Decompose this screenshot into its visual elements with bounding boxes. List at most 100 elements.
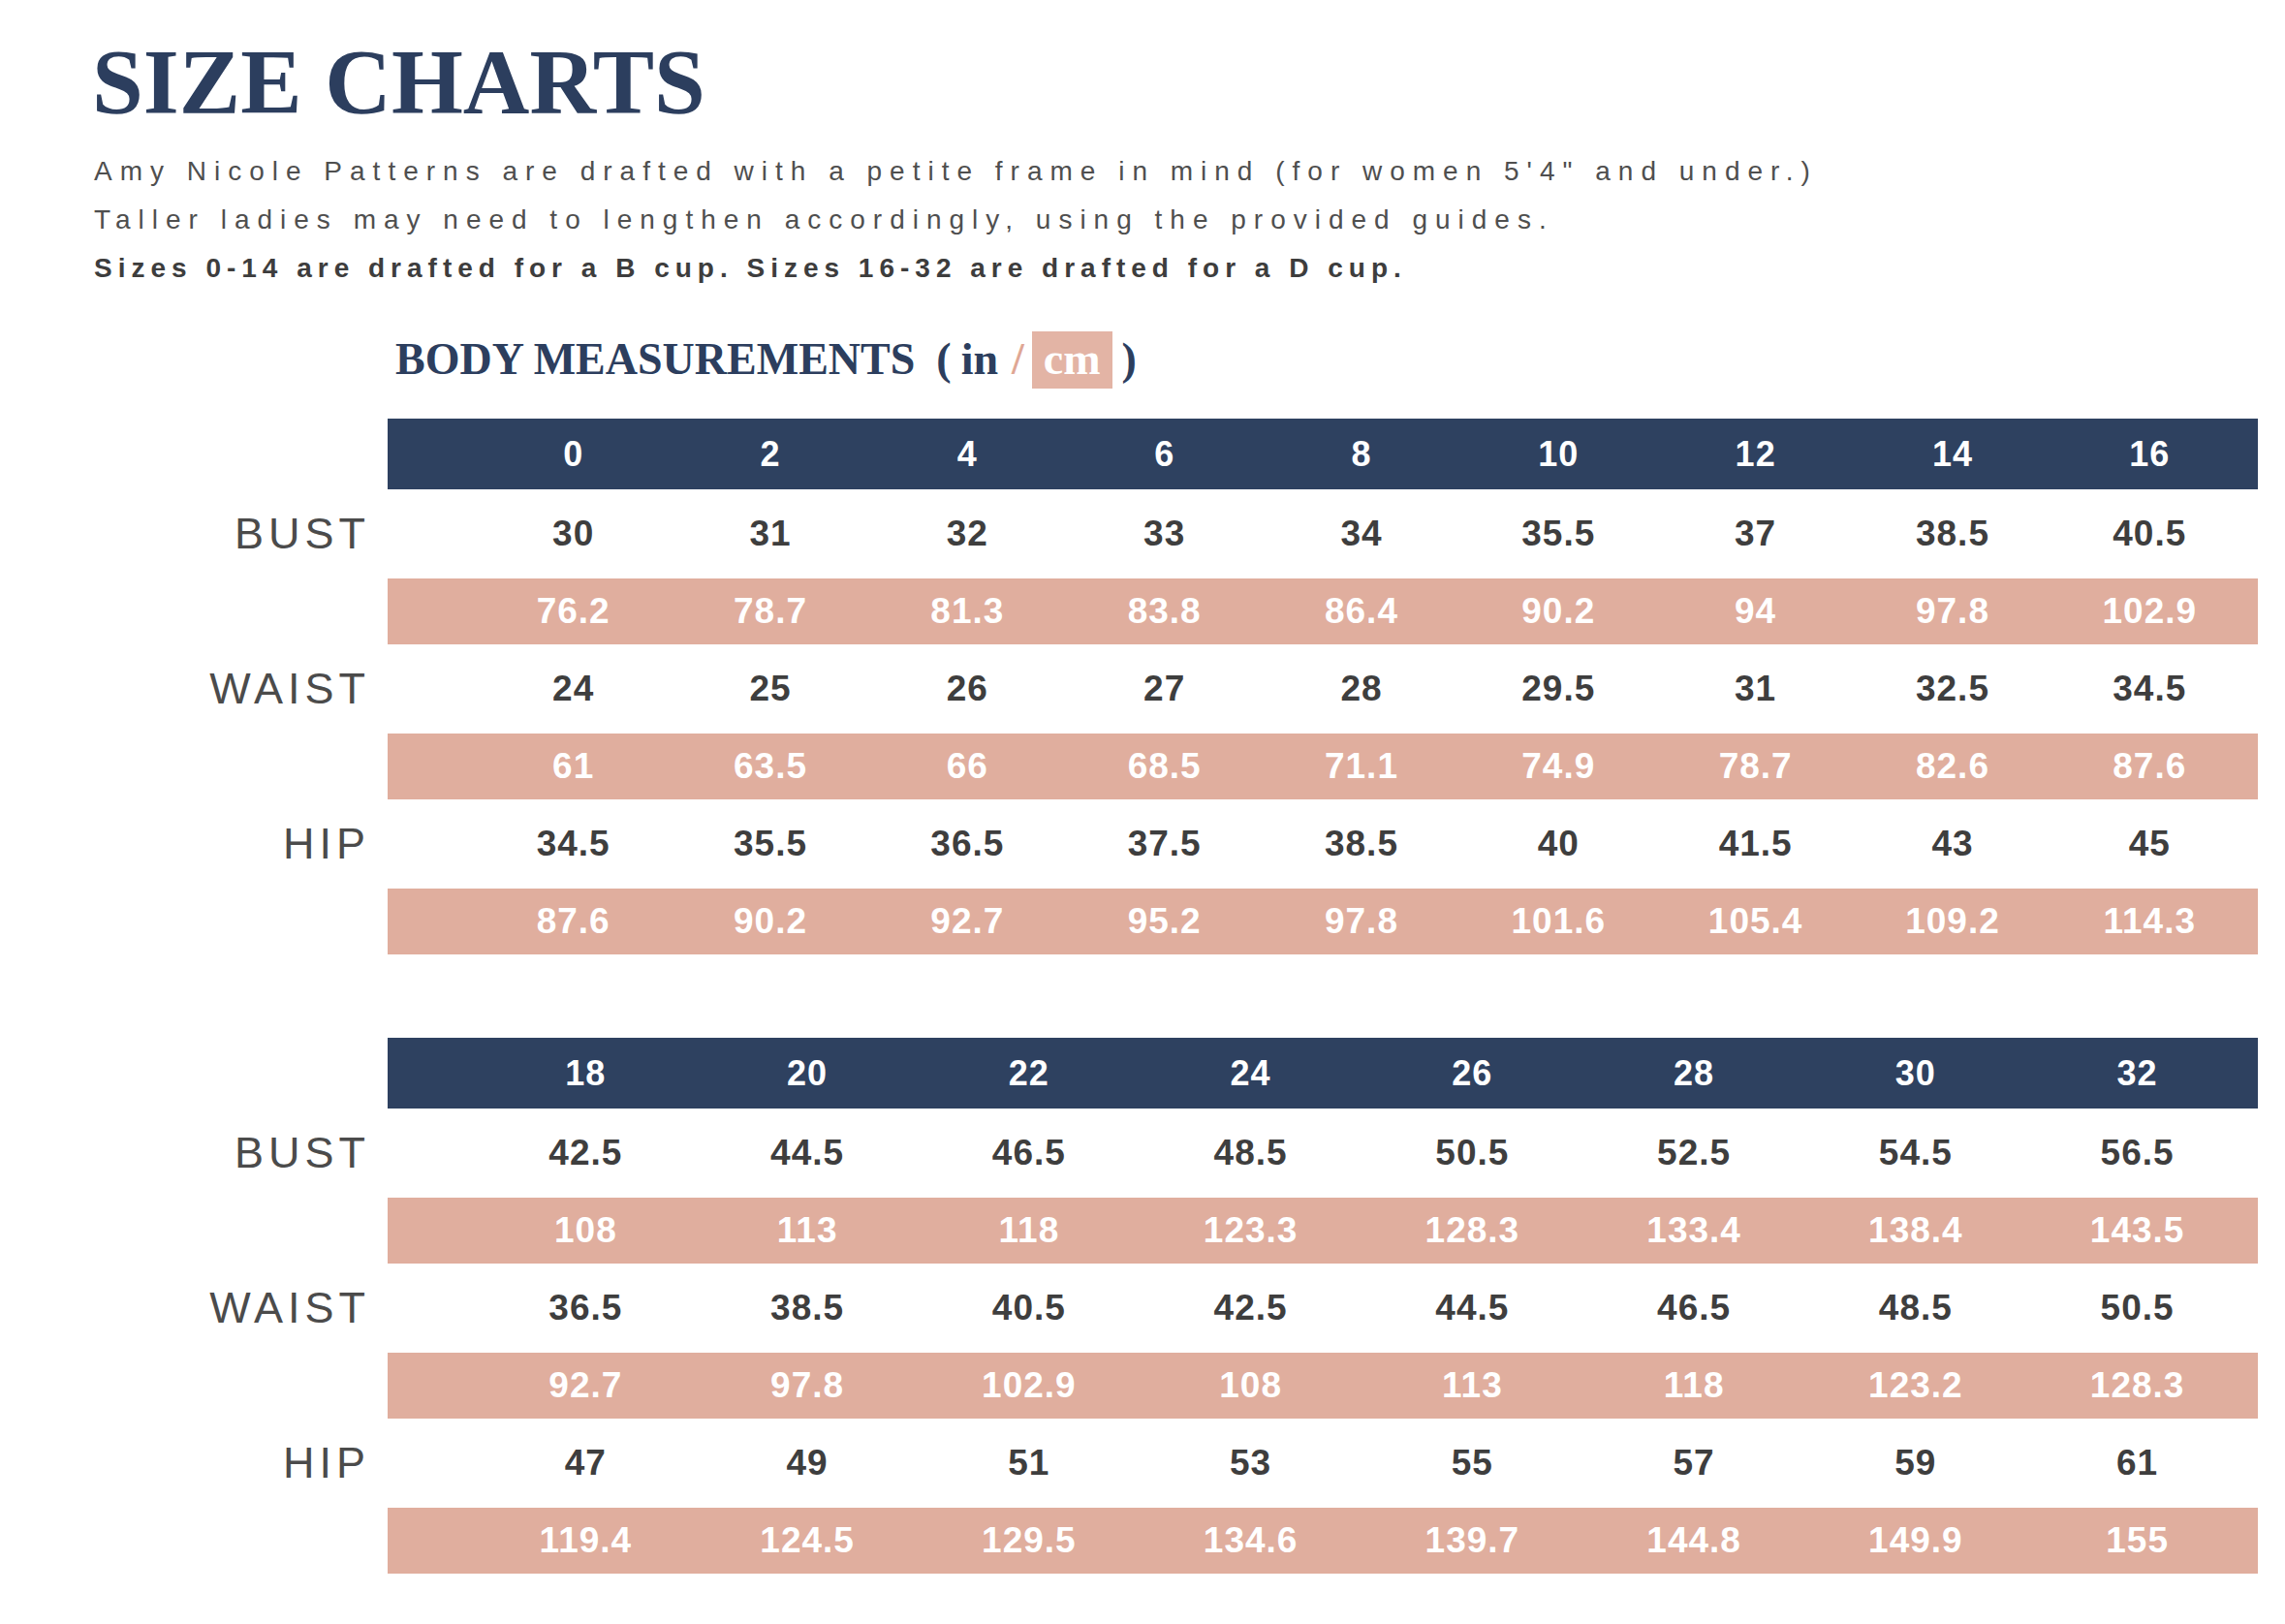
unit-separator-slash: / (1012, 334, 1024, 384)
cm-value-cell: 124.5 (697, 1508, 919, 1574)
measurement-inches-row: WAIST242526272829.53132.534.5 (0, 644, 2258, 734)
unit-cm-toggle[interactable]: cm (1032, 331, 1112, 389)
inches-values-band: 242526272829.53132.534.5 (388, 644, 2258, 734)
inches-value-cell: 25 (672, 644, 868, 734)
inches-value-cell: 40.5 (2051, 489, 2248, 578)
inches-value-cell: 34.5 (2051, 644, 2248, 734)
cm-value-cell: 102.9 (2051, 578, 2248, 644)
inches-value-cell: 30 (475, 489, 672, 578)
cm-value-cell: 66 (869, 734, 1066, 799)
inches-value-cell: 51 (919, 1419, 1141, 1508)
cm-value-cell: 97.8 (1854, 578, 2050, 644)
cm-value-cell: 123.2 (1805, 1353, 2027, 1419)
cm-value-cell: 118 (919, 1198, 1141, 1264)
inches-value-cell: 36.5 (475, 1264, 697, 1353)
inches-value-cell: 24 (475, 644, 672, 734)
cm-values-band: 119.4124.5129.5134.6139.7144.8149.9155 (388, 1508, 2258, 1574)
row-label-spacer (0, 1353, 388, 1419)
size-tables-container: 0246810121416BUST303132333435.53738.540.… (0, 419, 2258, 1624)
cm-value-cell: 138.4 (1805, 1198, 2027, 1264)
cm-value-cell: 113 (697, 1198, 919, 1264)
cm-value-cell: 102.9 (919, 1353, 1141, 1419)
cm-value-cell: 63.5 (672, 734, 868, 799)
inches-value-cell: 35.5 (1460, 489, 1657, 578)
size-header-cell: 14 (1854, 419, 2050, 489)
inches-value-cell: 34.5 (475, 799, 672, 889)
row-label: HIP (0, 1419, 388, 1508)
cm-value-cell: 92.7 (475, 1353, 697, 1419)
size-table: 0246810121416BUST303132333435.53738.540.… (0, 419, 2258, 954)
measurement-cm-row: 76.278.781.383.886.490.29497.8102.9 (0, 578, 2258, 644)
inches-value-cell: 40 (1460, 799, 1657, 889)
cm-value-cell: 94 (1657, 578, 1854, 644)
cm-value-cell: 90.2 (672, 889, 868, 954)
cm-value-cell: 129.5 (919, 1508, 1141, 1574)
size-header-cell: 32 (2026, 1038, 2248, 1109)
inches-value-cell: 54.5 (1805, 1109, 2027, 1198)
cm-value-cell: 139.7 (1362, 1508, 1583, 1574)
size-header-cell: 26 (1362, 1038, 1583, 1109)
size-header-cell: 12 (1657, 419, 1854, 489)
measurement-cm-row: 87.690.292.795.297.8101.6105.4109.2114.3 (0, 889, 2258, 954)
inches-value-cell: 29.5 (1460, 644, 1657, 734)
cm-value-cell: 134.6 (1140, 1508, 1362, 1574)
inches-value-cell: 56.5 (2026, 1109, 2248, 1198)
cm-value-cell: 90.2 (1460, 578, 1657, 644)
intro-text: Amy Nicole Patterns are drafted with a p… (94, 147, 1818, 293)
cm-value-cell: 133.4 (1583, 1198, 1805, 1264)
cm-value-cell: 83.8 (1066, 578, 1263, 644)
row-label: HIP (0, 799, 388, 889)
cm-values-band: 87.690.292.795.297.8101.6105.4109.2114.3 (388, 889, 2258, 954)
inches-value-cell: 38.5 (697, 1264, 919, 1353)
cm-value-cell: 113 (1362, 1353, 1583, 1419)
row-label: BUST (0, 489, 388, 578)
section-heading: BODY MEASUREMENTS(in/cm) (395, 331, 1137, 389)
size-header-cell: 0 (475, 419, 672, 489)
inches-value-cell: 49 (697, 1419, 919, 1508)
measurement-inches-row: HIP4749515355575961 (0, 1419, 2258, 1508)
cm-value-cell: 97.8 (1263, 889, 1459, 954)
inches-values-band: 34.535.536.537.538.54041.54345 (388, 799, 2258, 889)
paren-open: ( (936, 334, 951, 384)
size-charts-page: SIZE CHARTS Amy Nicole Patterns are draf… (0, 0, 2285, 1624)
inches-value-cell: 47 (475, 1419, 697, 1508)
inches-value-cell: 38.5 (1854, 489, 2050, 578)
unit-in-toggle[interactable]: in (961, 334, 998, 384)
cm-value-cell: 76.2 (475, 578, 672, 644)
inches-values-band: 36.538.540.542.544.546.548.550.5 (388, 1264, 2258, 1353)
size-header-band: 0246810121416 (388, 419, 2258, 489)
cm-value-cell: 82.6 (1854, 734, 2050, 799)
cm-value-cell: 118 (1583, 1353, 1805, 1419)
inches-value-cell: 44.5 (697, 1109, 919, 1198)
inches-value-cell: 32.5 (1854, 644, 2050, 734)
inches-value-cell: 53 (1140, 1419, 1362, 1508)
row-label-spacer (0, 1508, 388, 1574)
size-table: 1820222426283032BUST42.544.546.548.550.5… (0, 1038, 2258, 1574)
cm-value-cell: 128.3 (1362, 1198, 1583, 1264)
size-header-cell: 10 (1460, 419, 1657, 489)
row-label-spacer (0, 1198, 388, 1264)
cm-value-cell: 114.3 (2051, 889, 2248, 954)
cm-value-cell: 95.2 (1066, 889, 1263, 954)
size-header-band: 1820222426283032 (388, 1038, 2258, 1109)
cm-value-cell: 78.7 (672, 578, 868, 644)
cm-value-cell: 105.4 (1657, 889, 1854, 954)
inches-value-cell: 32 (869, 489, 1066, 578)
inches-value-cell: 59 (1805, 1419, 2027, 1508)
intro-line-cup-sizes: Sizes 0-14 are drafted for a B cup. Size… (94, 244, 1818, 293)
cm-value-cell: 101.6 (1460, 889, 1657, 954)
row-label: BUST (0, 1109, 388, 1198)
cm-value-cell: 78.7 (1657, 734, 1854, 799)
paren-close: ) (1122, 334, 1137, 384)
measurement-cm-row: 92.797.8102.9108113118123.2128.3 (0, 1353, 2258, 1419)
row-label-spacer (0, 1038, 388, 1109)
inches-value-cell: 46.5 (919, 1109, 1141, 1198)
cm-value-cell: 74.9 (1460, 734, 1657, 799)
cm-value-cell: 86.4 (1263, 578, 1459, 644)
cm-values-band: 6163.56668.571.174.978.782.687.6 (388, 734, 2258, 799)
size-header-cell: 30 (1805, 1038, 2027, 1109)
size-header-cell: 4 (869, 419, 1066, 489)
inches-value-cell: 42.5 (475, 1109, 697, 1198)
inches-value-cell: 50.5 (1362, 1109, 1583, 1198)
inches-value-cell: 26 (869, 644, 1066, 734)
